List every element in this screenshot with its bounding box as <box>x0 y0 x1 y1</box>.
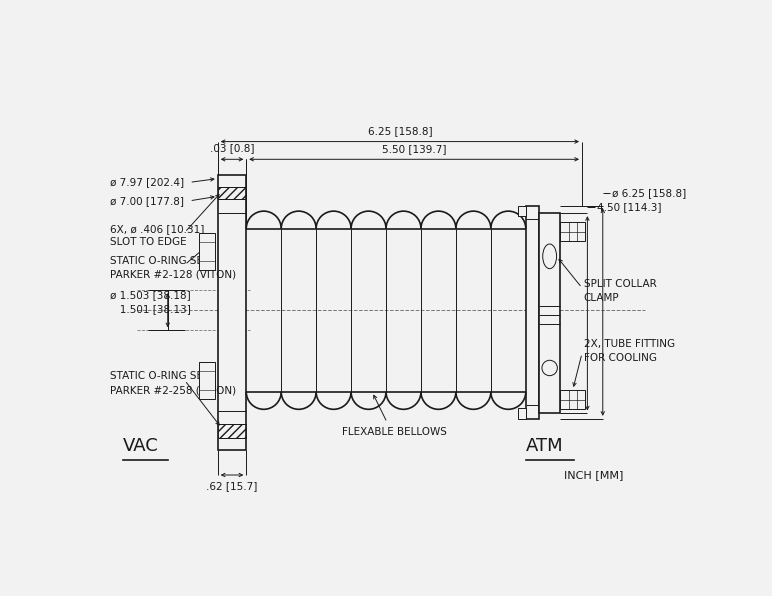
Text: SPLIT COLLAR: SPLIT COLLAR <box>584 279 656 289</box>
Text: 6.25 [158.8]: 6.25 [158.8] <box>367 126 432 136</box>
Bar <box>198 233 215 270</box>
Bar <box>560 222 585 241</box>
Bar <box>218 175 246 449</box>
Text: VAC: VAC <box>123 437 159 455</box>
Text: FOR COOLING: FOR COOLING <box>584 353 656 363</box>
Text: ø 7.97 [202.4]: ø 7.97 [202.4] <box>110 178 184 187</box>
Circle shape <box>542 360 557 375</box>
Text: FLEXABLE BELLOWS: FLEXABLE BELLOWS <box>343 427 447 437</box>
Text: 1.501 [38.13]: 1.501 [38.13] <box>110 305 191 315</box>
Text: ø 7.00 [177.8]: ø 7.00 [177.8] <box>110 196 184 206</box>
Text: 4.50 [114.3]: 4.50 [114.3] <box>597 202 661 212</box>
Text: PARKER #2-258 (VITON): PARKER #2-258 (VITON) <box>110 385 236 395</box>
Bar <box>560 390 585 409</box>
Text: STATIC O-RING SEAL: STATIC O-RING SEAL <box>110 256 216 266</box>
Text: ø 1.503 [38.18]: ø 1.503 [38.18] <box>110 291 191 300</box>
Text: INCH [MM]: INCH [MM] <box>564 470 624 480</box>
Text: STATIC O-RING SEAL: STATIC O-RING SEAL <box>110 371 216 381</box>
Text: 6X, ø .406 [10.31]: 6X, ø .406 [10.31] <box>110 224 205 234</box>
Text: .03 [0.8]: .03 [0.8] <box>210 143 254 153</box>
Bar <box>539 213 560 414</box>
Text: CLAMP: CLAMP <box>584 293 619 303</box>
Bar <box>198 362 215 399</box>
Text: SLOT TO EDGE: SLOT TO EDGE <box>110 237 187 247</box>
Text: .62 [15.7]: .62 [15.7] <box>206 481 258 491</box>
Text: 2X, TUBE FITTING: 2X, TUBE FITTING <box>584 339 675 349</box>
Ellipse shape <box>543 244 557 269</box>
Bar <box>518 408 526 419</box>
Text: ATM: ATM <box>526 437 564 455</box>
Bar <box>218 187 246 199</box>
Text: PARKER #2-128 (VITON): PARKER #2-128 (VITON) <box>110 270 236 280</box>
Bar <box>526 206 539 419</box>
Text: 5.50 [139.7]: 5.50 [139.7] <box>382 144 446 154</box>
Text: ø 6.25 [158.8]: ø 6.25 [158.8] <box>612 188 686 198</box>
Bar <box>518 206 526 216</box>
Bar <box>218 424 246 438</box>
